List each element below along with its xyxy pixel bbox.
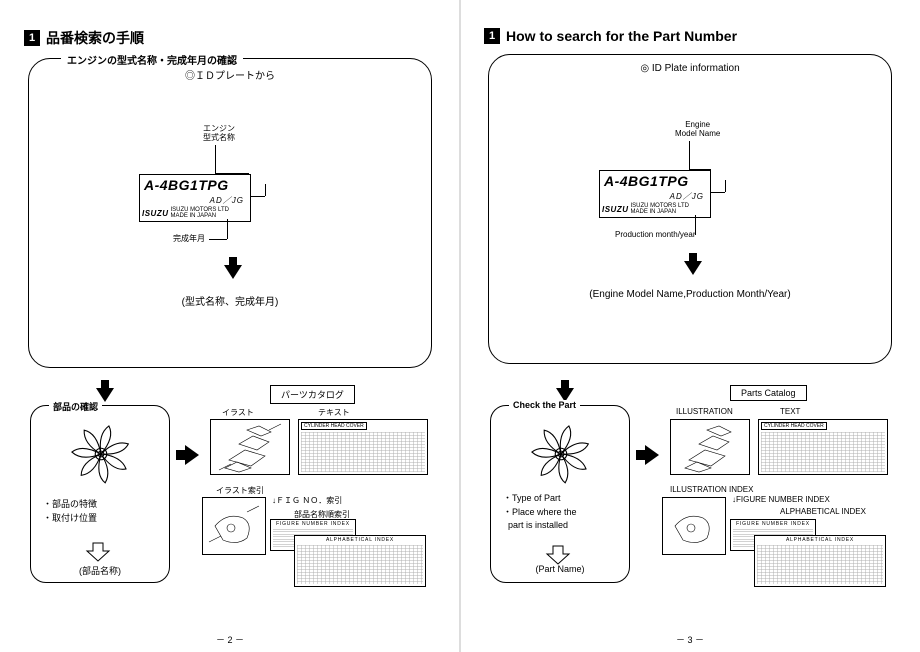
plate-model: A-4BG1TPG [140, 175, 250, 195]
bullets: ・Type of Part ・Place where the part is i… [503, 492, 577, 533]
id-plate-panel: ◎ ID Plate information Engine Model Name… [488, 54, 892, 364]
ann-line [209, 239, 227, 240]
index-sketch-icon [203, 498, 267, 556]
thumb-illust-index [202, 497, 266, 555]
panel-legend: エンジンの型式名称・完成年月の確認 [61, 52, 243, 67]
arrow-down-icon [684, 261, 702, 275]
thumb-illustration [210, 419, 290, 475]
ann-line [689, 141, 690, 169]
thumb-illust-title: ILLUSTRATION [676, 407, 733, 416]
plate-isuzu: ISUZU [602, 205, 629, 214]
fan-icon [525, 418, 597, 490]
ann-line [711, 192, 725, 193]
plate-maker-row: ISUZU ISUZU MOTORS LTD MADE IN JAPAN [600, 203, 710, 217]
heading-text: How to search for the Part Number [506, 28, 737, 44]
part-name: (Part Name) [491, 564, 629, 574]
outline-arrow-down-icon [545, 544, 571, 566]
index-bracket: ↓FIGURE NUMBER INDEX ALPHABETICAL INDEX [732, 495, 866, 516]
ann-line [695, 215, 696, 233]
heading-text: 品番検索の手順 [46, 28, 144, 48]
index-bracket: ↓ＦＩＧ ＮＯ．索引 部品名称順索引 [272, 495, 350, 520]
caption-model-prod: (型式名称、完成年月) [29, 293, 431, 308]
id-plate: A-4BG1TPG AD／JG ISUZU ISUZU MOTORS LTD M… [599, 170, 799, 218]
section-2-left: 部品の確認 ・部品の特 [24, 395, 436, 605]
exploded-view-icon [671, 420, 751, 476]
thumb-illust-idx-title: イラスト索引 [216, 485, 264, 496]
exploded-view-icon [211, 420, 291, 476]
caption-model-prod: (Engine Model Name,Production Month/Year… [489, 289, 891, 300]
outline-arrow-down-icon [85, 541, 111, 563]
plate-code: AD／JG [600, 191, 710, 203]
ann-line [695, 233, 696, 235]
thumb-illust-title: イラスト [222, 407, 254, 418]
page-number: － 3 － [460, 633, 920, 646]
thumb-illust-index [662, 497, 726, 555]
heading-number-box: 1 [24, 30, 40, 46]
ann-line [227, 219, 228, 239]
ann-line [251, 196, 265, 197]
heading-left: 1 品番検索の手順 [24, 28, 436, 48]
check-part-panel: Check the Part ・Ty [490, 405, 630, 583]
id-plate-panel: エンジンの型式名称・完成年月の確認 ◎ＩＤプレートから エンジン 型式名称 A-… [28, 58, 432, 368]
thumb-alpha-index: ALPHABETICAL INDEX [754, 535, 886, 587]
thumb-text-title: テキスト [318, 407, 350, 418]
ann-engine-model: エンジン 型式名称 [203, 125, 235, 143]
thumb-text: CYLINDER HEAD COVER [758, 419, 888, 475]
ann-line [215, 145, 216, 173]
ann-production: 完成年月 [173, 235, 205, 244]
plate-isuzu: ISUZU [142, 209, 169, 218]
page-number: － 2 － [0, 633, 460, 646]
plate-model: A-4BG1TPG [600, 171, 710, 191]
catalog-label: パーツカタログ [270, 385, 355, 404]
plate-box: A-4BG1TPG AD／JG ISUZU ISUZU MOTORS LTD M… [139, 174, 251, 222]
heading-right: 1 How to search for the Part Number [484, 28, 896, 44]
bullets: ・部品の特徴 ・取付け位置 [43, 498, 97, 525]
id-plate: A-4BG1TPG AD／JG ISUZU ISUZU MOTORS LTD M… [139, 174, 339, 222]
thumb-illustration [670, 419, 750, 475]
page-right: 1 How to search for the Part Number ◎ ID… [460, 0, 920, 652]
part-name: (部品名称) [31, 564, 169, 577]
ann-engine-model: Engine Model Name [675, 121, 720, 139]
plate-box: A-4BG1TPG AD／JG ISUZU ISUZU MOTORS LTD M… [599, 170, 711, 218]
index-sketch-icon [663, 498, 727, 556]
ann-line [725, 180, 726, 192]
heading-number-box: 1 [484, 28, 500, 44]
section-2-right: Check the Part ・Ty [484, 395, 896, 605]
page-left: 1 品番検索の手順 エンジンの型式名称・完成年月の確認 ◎ＩＤプレートから エン… [0, 0, 460, 652]
thumb-text: CYLINDER HEAD COVER [298, 419, 428, 475]
ann-line [265, 184, 266, 196]
panel-subtitle: ◎ ID Plate information [489, 63, 891, 74]
check-legend: 部品の確認 [49, 400, 102, 413]
thumb-text-title: TEXT [780, 407, 800, 416]
catalog-label: Parts Catalog [730, 385, 807, 401]
ar row-down-icon [224, 265, 242, 279]
check-part-panel: 部品の確認 ・部品の特 [30, 405, 170, 583]
check-legend: Check the Part [509, 400, 580, 410]
fan-icon [65, 418, 137, 490]
plate-code: AD／JG [140, 195, 250, 207]
panel-subtitle: ◎ＩＤプレートから [29, 67, 431, 82]
plate-maker-row: ISUZU ISUZU MOTORS LTD MADE IN JAPAN [140, 207, 250, 221]
ann-production: Production month/year [615, 231, 696, 240]
thumb-illust-idx-title: ILLUSTRATION INDEX [670, 485, 753, 494]
thumb-alpha-index: ALPHABETICAL INDEX [294, 535, 426, 587]
page-spine [459, 0, 461, 652]
